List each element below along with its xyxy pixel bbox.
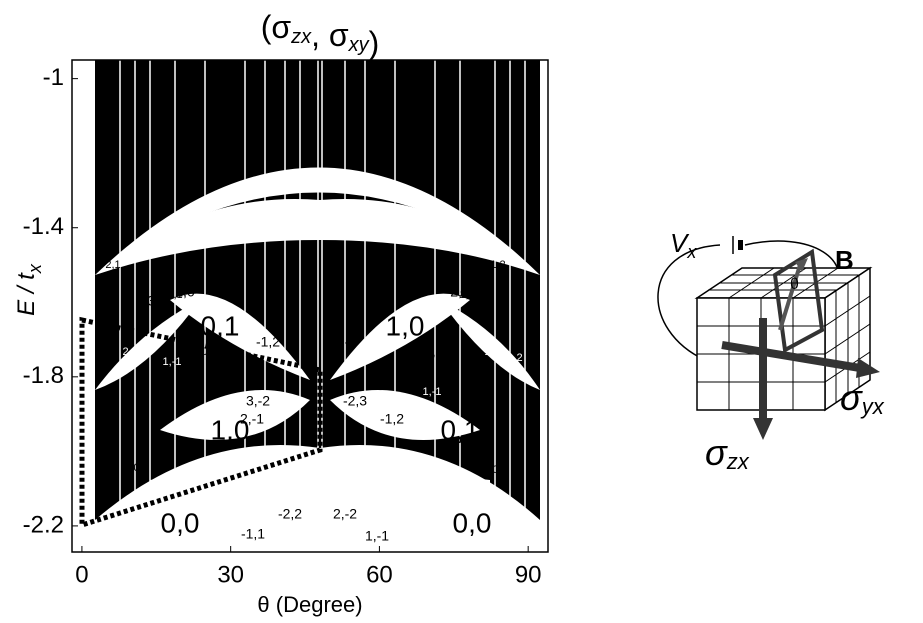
sigma-zx-label-part: zx	[726, 449, 750, 474]
y-axis-label-part: E / t	[13, 272, 40, 316]
region-label: 2,-2	[333, 506, 357, 522]
x-axis-label: θ (Degree)	[257, 592, 362, 617]
region-label: 1,-1	[365, 528, 389, 544]
region-label: 0,1	[441, 414, 480, 445]
region-label: -2,3	[343, 393, 367, 409]
angle-label: θ	[790, 276, 799, 293]
chart-title-part: xy	[348, 34, 370, 56]
chart-title-part: , σ	[311, 17, 349, 53]
chart-title-part: (σ	[261, 9, 292, 45]
figure: 0306090-1-1.4-1.8-2.2θ (Degree)(σzx, σxy…	[0, 0, 923, 623]
sigma-yx-label-part: σ	[840, 377, 863, 418]
plot: 0 30 60 90 -1 -1.4 -1.8 -2.2 θ (Degree) (σzx, σxy…	[13, 9, 548, 616]
region-label: -1,1	[241, 526, 265, 542]
region-label: 1,-1	[423, 386, 442, 398]
voltage-label-part: x	[686, 242, 697, 262]
region-label: 1,1	[184, 386, 199, 398]
chart-title: (σzx, σxy)	[261, 9, 380, 61]
y-axis-label: E / tx	[13, 263, 44, 316]
region-label: -1,2	[256, 334, 280, 350]
region-label: 2,-1	[333, 334, 357, 350]
region-label: 1,1	[459, 289, 474, 301]
sigma-zx-label: σzx	[705, 432, 750, 474]
region-label: 1,2	[507, 352, 522, 364]
y-tick-label: -1.4	[23, 213, 64, 240]
region-label: -1,2	[380, 411, 404, 427]
sigma-yx-label-part: yx	[860, 394, 885, 419]
x-tick-label: 60	[366, 561, 393, 588]
region-label: 1,-1	[163, 356, 182, 368]
region-label: 0,0	[161, 507, 200, 538]
x-tick-label: 90	[515, 561, 542, 588]
y-tick-label: -1	[43, 64, 64, 91]
region-label: 3,0	[147, 293, 167, 309]
region-label: 0,2	[492, 464, 507, 476]
region-label: 1,0	[211, 414, 250, 445]
field-label: B	[835, 245, 854, 275]
y-axis-label-part: x	[25, 263, 45, 274]
region-label: 2,0	[192, 346, 207, 358]
region-label: 1,2	[490, 259, 505, 271]
chart-title-part: zx	[290, 26, 312, 48]
x-tick-label: 0	[75, 561, 88, 588]
y-tick-label: -2.2	[23, 511, 64, 538]
region-label: 0,2	[426, 347, 441, 359]
y-tick-label: -1.8	[23, 362, 64, 389]
region-label: 2,1	[105, 259, 120, 271]
region-label: 1,1	[484, 346, 499, 358]
region-label: 3,-2	[246, 393, 270, 409]
region-label: 0,0	[453, 507, 492, 538]
region-label: -2,2	[278, 506, 302, 522]
x-tick-label: 30	[217, 561, 244, 588]
region-label: 2,-1	[123, 346, 142, 358]
region-label: 2,0	[124, 462, 139, 474]
region-label: 1,0	[386, 310, 425, 341]
region-label: 0,3	[472, 293, 492, 309]
region-label: 0,1	[201, 310, 240, 341]
sigma-zx-label-part: σ	[705, 432, 728, 473]
voltage-label: Vx	[670, 228, 697, 262]
chart-title-part: )	[369, 25, 380, 61]
region-label: 2,0	[175, 284, 195, 300]
